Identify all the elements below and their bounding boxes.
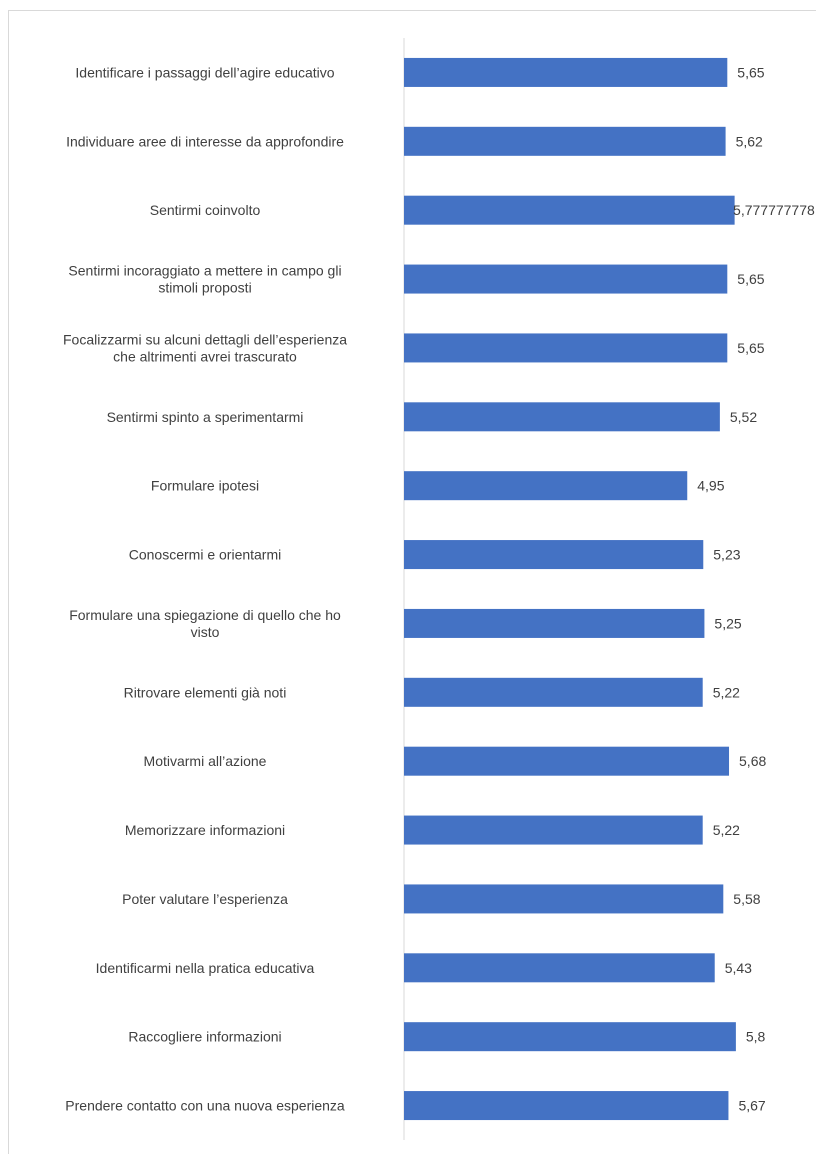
data-label: 5,8: [746, 1029, 766, 1045]
category-label-line: Raccogliere informazioni: [128, 1029, 281, 1045]
bar-group: Ritrovare elementi già noti 5,22: [124, 677, 740, 707]
data-label: 5,52: [730, 409, 757, 425]
data-label: 5,22: [713, 684, 740, 700]
bar-group: Individuare aree di interesse da approfo…: [66, 126, 763, 156]
data-label: 5,62: [736, 133, 763, 149]
bar: [404, 884, 724, 914]
category-label-line: Memorizzare informazioni: [125, 822, 285, 838]
category-label: Raccogliere informazioni: [128, 1029, 281, 1045]
category-label-line: Prendere contatto con una nuova esperien…: [65, 1098, 345, 1114]
category-label: Individuare aree di interesse da approfo…: [66, 133, 344, 149]
bar: [404, 471, 688, 501]
bar: [404, 195, 735, 225]
data-label: 5,68: [739, 753, 766, 769]
category-label: Identificarmi nella pratica educativa: [96, 960, 315, 976]
bar: [404, 57, 728, 87]
bar-group: Identificarmi nella pratica educativa 5,4…: [96, 953, 752, 983]
category-label-line: Motivarmi all’azione: [144, 753, 267, 769]
category-label-line: stimoli proposti: [158, 280, 251, 296]
bar-group: Sentirmi coinvolto 5,777777778: [150, 195, 815, 225]
category-label-line: Formulare ipotesi: [151, 478, 259, 494]
category-label-line: Focalizzarmi su alcuni dettagli dell’esp…: [63, 331, 347, 347]
category-label-line: che altrimenti avrei trascurato: [113, 348, 297, 364]
data-label: 5,65: [737, 271, 764, 287]
bar: [404, 264, 728, 294]
data-label: 5,58: [733, 891, 760, 907]
category-label: Motivarmi all’azione: [144, 753, 267, 769]
bar: [404, 333, 728, 363]
bar: [404, 815, 703, 845]
category-label-line: Poter valutare l’esperienza: [122, 891, 288, 907]
bar: [404, 1022, 736, 1052]
category-label: Focalizzarmi su alcuni dettagli dell’esp…: [63, 331, 347, 364]
category-label: Prendere contatto con una nuova esperien…: [65, 1098, 345, 1114]
data-label: 5,65: [737, 64, 764, 80]
bar-group: Sentirmi incoraggiato a mettere in campo…: [68, 263, 764, 296]
bar: [404, 677, 703, 707]
category-label-line: Conoscermi e orientarmi: [129, 547, 282, 563]
category-label: Sentirmi coinvolto: [150, 202, 261, 218]
bar-group: Formulare una spiegazione di quello che …: [69, 607, 742, 640]
data-label: 5,22: [713, 822, 740, 838]
category-label-line: Identificarmi nella pratica educativa: [96, 960, 315, 976]
bar-group: Formulare ipotesi 4,95: [151, 471, 725, 501]
category-label-line: Sentirmi spinto a sperimentarmi: [107, 409, 304, 425]
bar: [404, 402, 720, 432]
category-label-line: Sentirmi incoraggiato a mettere in campo…: [68, 263, 341, 279]
bar-group: Identificare i passaggi dell’agire educa…: [75, 57, 765, 87]
bar-group: Sentirmi spinto a sperimentarmi 5,52: [107, 402, 757, 432]
category-label-line: Individuare aree di interesse da approfo…: [66, 133, 344, 149]
bar-group: Raccogliere informazioni 5,8: [128, 1022, 766, 1052]
data-label: 5,67: [738, 1098, 765, 1114]
bar: [404, 746, 730, 776]
category-label: Identificare i passaggi dell’agire educa…: [75, 64, 334, 80]
category-label: Sentirmi spinto a sperimentarmi: [107, 409, 304, 425]
bar: [404, 953, 715, 983]
bar: [404, 540, 704, 570]
category-label: Memorizzare informazioni: [125, 822, 285, 838]
bar-group: Poter valutare l’esperienza 5,58: [122, 884, 761, 914]
data-label: 4,95: [697, 478, 724, 494]
data-label: 5,65: [737, 340, 764, 356]
bar: [404, 126, 726, 156]
data-label: 5,43: [725, 960, 752, 976]
data-label: 5,25: [714, 615, 741, 631]
bar-group: Prendere contatto con una nuova esperien…: [65, 1091, 766, 1121]
bar: [404, 1091, 729, 1121]
data-label: 5,23: [713, 547, 740, 563]
category-label: Ritrovare elementi già noti: [124, 684, 287, 700]
category-label-line: visto: [191, 624, 220, 640]
category-label-line: Identificare i passaggi dell’agire educa…: [75, 64, 334, 80]
category-label: Formulare una spiegazione di quello che …: [69, 607, 341, 640]
bar-group: Motivarmi all’azione 5,68: [144, 746, 766, 776]
category-label-line: Sentirmi coinvolto: [150, 202, 261, 218]
chart-frame: [8, 10, 816, 1154]
category-label-line: Ritrovare elementi già noti: [124, 684, 287, 700]
category-label: Conoscermi e orientarmi: [129, 547, 282, 563]
data-label: 5,777777778: [733, 202, 815, 218]
category-label: Poter valutare l’esperienza: [122, 891, 288, 907]
bar-group: Memorizzare informazioni 5,22: [125, 815, 740, 845]
category-label: Sentirmi incoraggiato a mettere in campo…: [68, 263, 341, 296]
bar: [404, 608, 705, 638]
category-label-line: Formulare una spiegazione di quello che …: [69, 607, 341, 623]
bar-group: Focalizzarmi su alcuni dettagli dell’esp…: [63, 331, 765, 364]
category-label: Formulare ipotesi: [151, 478, 259, 494]
bar-group: Conoscermi e orientarmi 5,23: [129, 540, 741, 570]
